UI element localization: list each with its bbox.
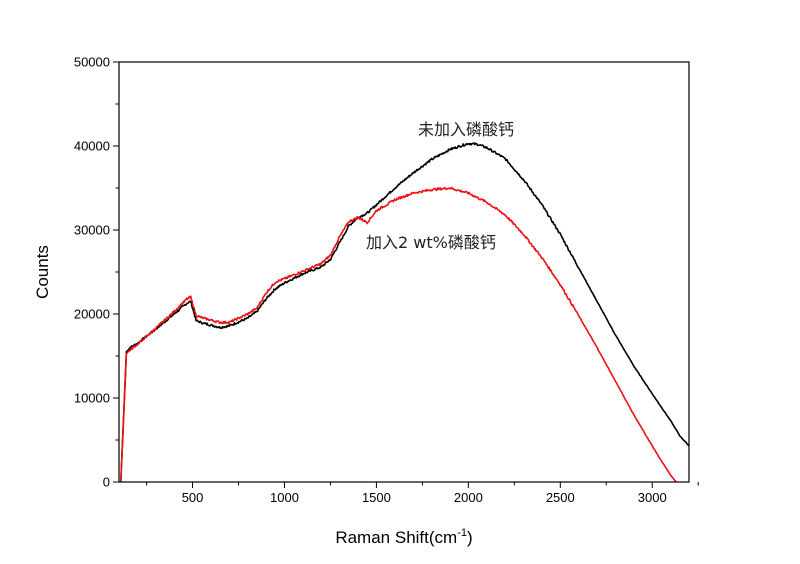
annotation-black-series: 未加入磷酸钙 [418, 120, 514, 139]
x-tick-label: 500 [182, 490, 204, 505]
y-tick-label: 0 [103, 475, 110, 490]
x-tick-label: 1500 [362, 490, 391, 505]
y-tick-label: 20000 [74, 307, 110, 322]
x-tick-label: 3000 [638, 490, 667, 505]
x-tick-label: 2500 [546, 490, 575, 505]
x-axis: 500 1000 1500 2000 2500 3000 [146, 482, 699, 505]
plot-lines [120, 142, 690, 483]
y-tick-label: 40000 [74, 139, 110, 154]
y-axis: 0 10000 20000 30000 40000 50000 [74, 55, 119, 490]
y-tick-label: 30000 [74, 223, 110, 238]
series-line-black [120, 142, 690, 483]
plot-frame [118, 61, 690, 483]
y-axis-label: Counts [33, 245, 52, 299]
x-tick-label: 2000 [454, 490, 483, 505]
x-axis-label: Raman Shift(cm-1) [335, 527, 472, 547]
y-tick-label: 10000 [74, 391, 110, 406]
x-tick-label: 1000 [270, 490, 299, 505]
series-line-red [120, 186, 677, 483]
annotation-red-series: 加入2 wt%磷酸钙 [366, 233, 496, 252]
y-tick-label: 50000 [74, 55, 110, 70]
